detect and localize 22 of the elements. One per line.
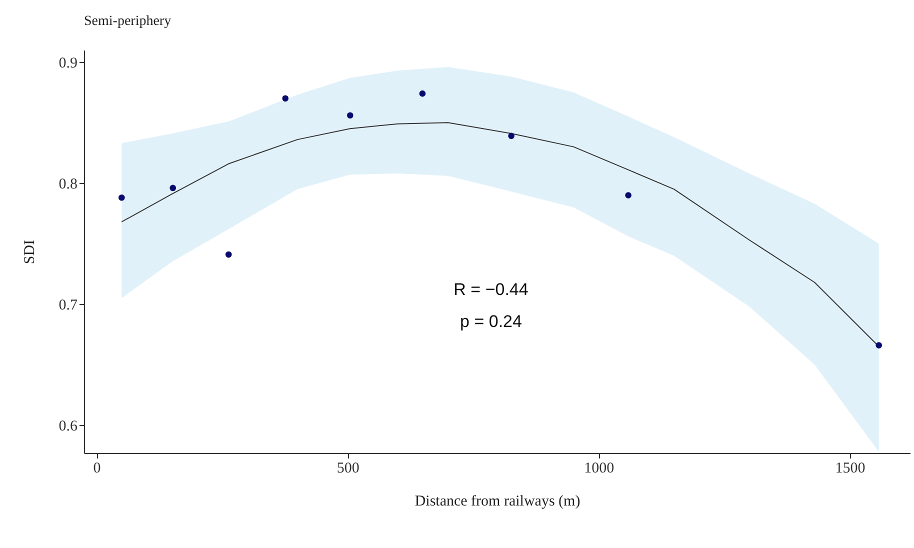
x-tick-label: 500 [336,460,360,476]
point [419,90,426,97]
point [170,184,176,192]
y-axis-title: SDI [22,240,38,264]
y-tick-label: 0.6 [58,418,78,435]
annotation: R = −0.44 [454,280,528,299]
x-axis-title: Distance from railways (m) [414,494,580,510]
point [876,342,882,348]
point [625,192,632,198]
point [118,194,125,201]
point [225,251,232,258]
x-tick-label: 1000 [584,460,614,476]
x-tick-label: 0 [93,460,101,476]
point [282,95,289,102]
point [346,112,354,119]
x-tick-label: 1500 [835,460,866,476]
chart-title: Semi-periphery [84,14,172,29]
point [508,132,514,140]
y-tick-label: 0.8 [58,176,78,193]
y-tick-label: 0.7 [58,298,78,314]
annotation: p = 0.24 [460,312,522,331]
y-tick-label: 0.9 [58,56,78,72]
